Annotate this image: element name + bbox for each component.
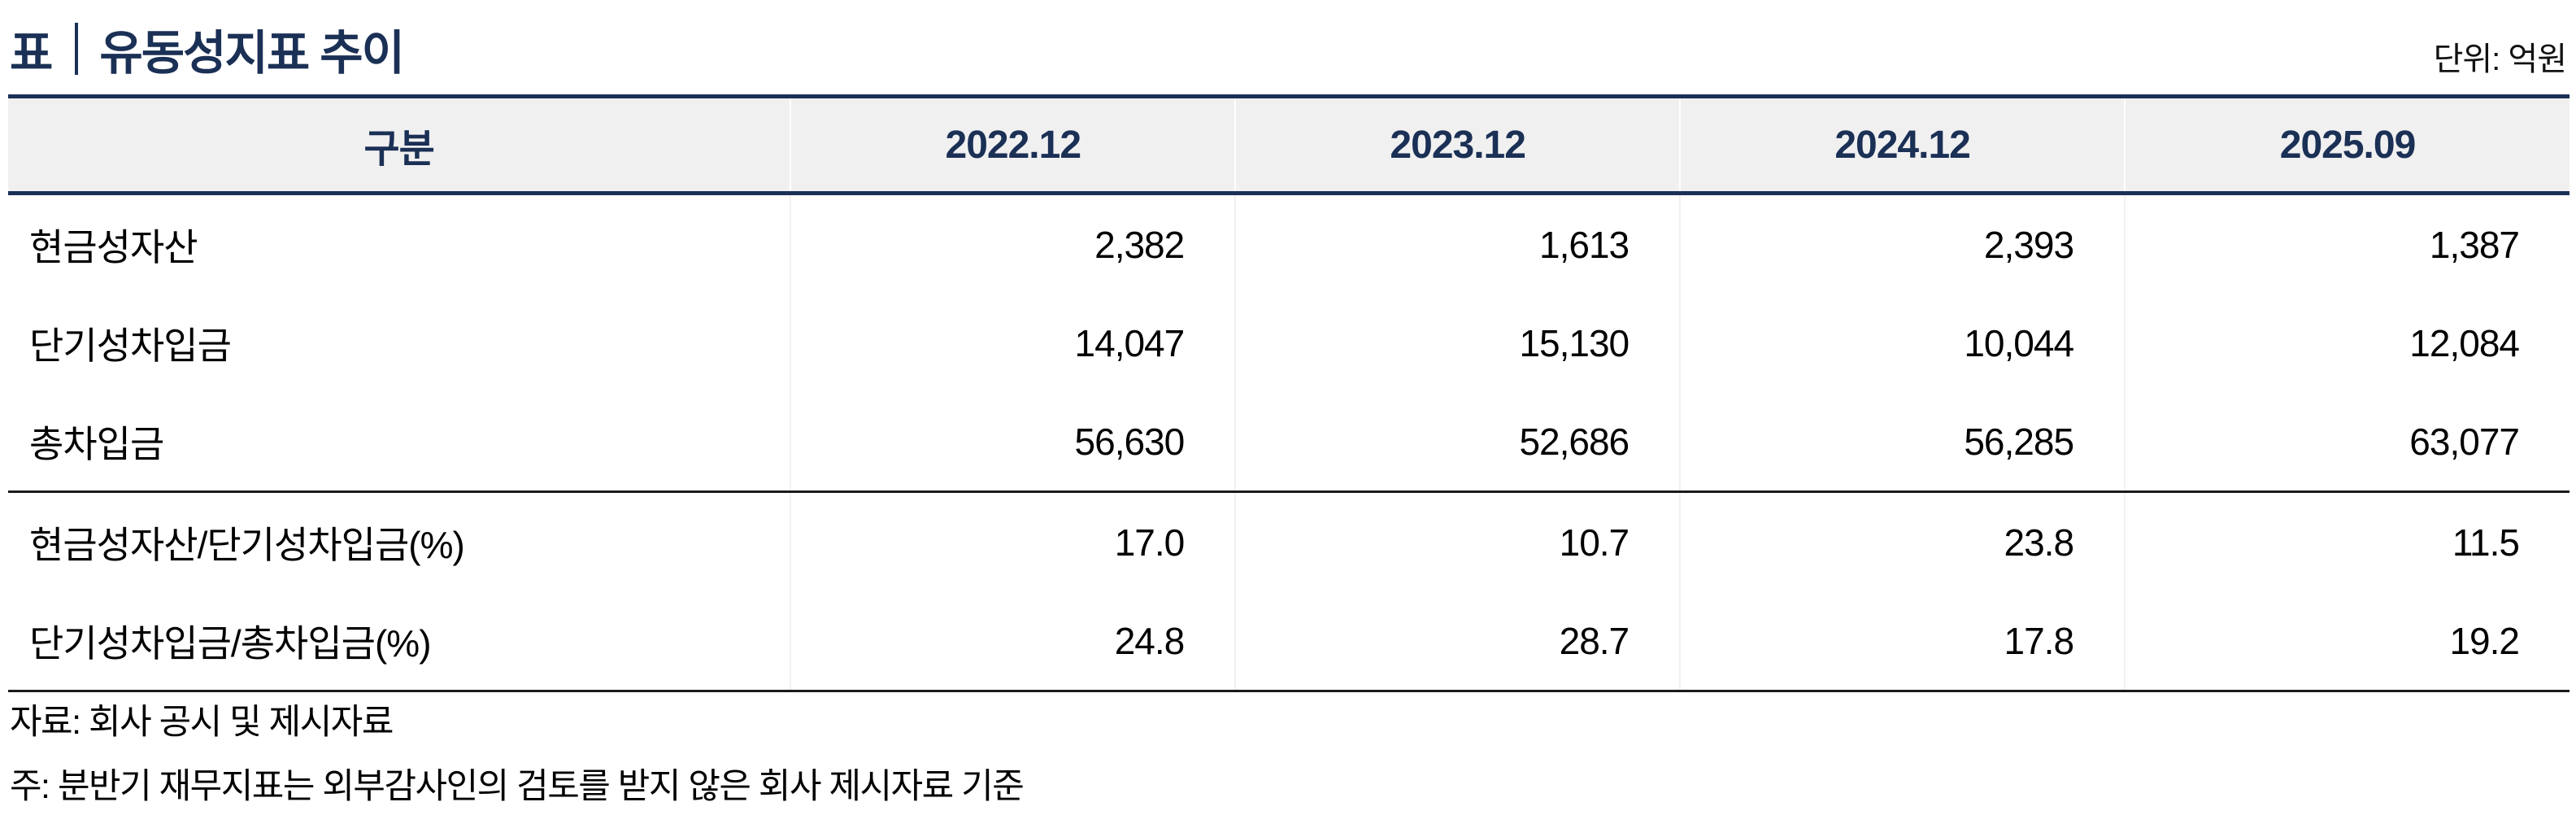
table-title-prefix: 표 — [10, 27, 53, 80]
table-title: 표 유동성지표 추이 — [10, 15, 405, 83]
row-label: 총차입금 — [8, 392, 791, 493]
table-header: 구분 2022.12 2023.12 2024.12 2025.09 — [8, 94, 2569, 195]
cell-value: 17.0 — [790, 491, 1236, 591]
cell-value: 14,047 — [790, 294, 1236, 392]
cell-value: 52,686 — [1234, 392, 1681, 493]
table-row: 단기성차입금 14,047 15,130 10,044 12,084 — [8, 294, 2569, 392]
cell-value: 56,630 — [790, 392, 1236, 493]
cell-value: 1,387 — [2124, 193, 2569, 294]
column-header-2022-12: 2022.12 — [790, 94, 1236, 195]
cell-value: 2,393 — [1679, 193, 2126, 294]
table-body: 현금성자산 2,382 1,613 2,393 1,387 단기성차입금 14,… — [8, 193, 2569, 692]
column-header-2025-09: 2025.09 — [2124, 94, 2569, 195]
cell-value: 19.2 — [2124, 591, 2569, 692]
cell-value: 56,285 — [1679, 392, 2126, 493]
table-row: 현금성자산/단기성차입금(%) 17.0 10.7 23.8 11.5 — [8, 491, 2569, 591]
liquidity-table: 구분 2022.12 2023.12 2024.12 2025.09 현금성자산… — [8, 94, 2569, 692]
table-title-text: 유동성지표 추이 — [99, 27, 405, 80]
table-row: 현금성자산 2,382 1,613 2,393 1,387 — [8, 193, 2569, 294]
row-label: 단기성차입금 — [29, 324, 232, 367]
cell-value: 17.8 — [1679, 591, 2126, 692]
cell-value: 24.8 — [790, 591, 1236, 692]
title-divider — [75, 23, 79, 75]
title-bar: 표 유동성지표 추이 단위: 억원 — [8, 5, 2569, 94]
footnotes: 자료: 회사 공시 및 제시자료 주: 분반기 재무지표는 외부감사인의 검토를… — [8, 692, 2569, 804]
cell-value: 12,084 — [2124, 294, 2569, 392]
cell-value: 28.7 — [1234, 591, 1681, 692]
cell-value: 1,613 — [1234, 193, 1681, 294]
review-note: 주: 분반기 재무지표는 외부감사인의 검토를 받지 않은 회사 제시자료 기준 — [10, 767, 1025, 806]
source-note: 자료: 회사 공시 및 제시자료 — [10, 703, 394, 742]
column-header-gubun: 구분 — [8, 94, 791, 195]
column-header-2024-12: 2024.12 — [1679, 94, 2126, 195]
cell-value: 2,382 — [790, 193, 1236, 294]
table-row: 단기성차입금/총차입금(%) 24.8 28.7 17.8 19.2 — [8, 591, 2569, 692]
column-header-2023-12: 2023.12 — [1234, 94, 1681, 195]
cell-value: 23.8 — [1679, 491, 2126, 591]
cell-value: 11.5 — [2124, 491, 2569, 591]
row-label: 단기성차입금/총차입금(%) — [8, 591, 791, 692]
cell-value: 63,077 — [2124, 392, 2569, 493]
cell-value: 10.7 — [1234, 491, 1681, 591]
cell-value: 15,130 — [1234, 294, 1681, 392]
row-label: 현금성자산/단기성차입금(%) — [29, 523, 465, 566]
cell-value: 10,044 — [1679, 294, 2126, 392]
table-row: 총차입금 56,630 52,686 56,285 63,077 — [8, 392, 2569, 493]
header-row: 구분 2022.12 2023.12 2024.12 2025.09 — [8, 94, 2569, 195]
unit-label: 단위: 억원 — [2433, 41, 2567, 77]
row-label: 현금성자산 — [29, 225, 198, 268]
